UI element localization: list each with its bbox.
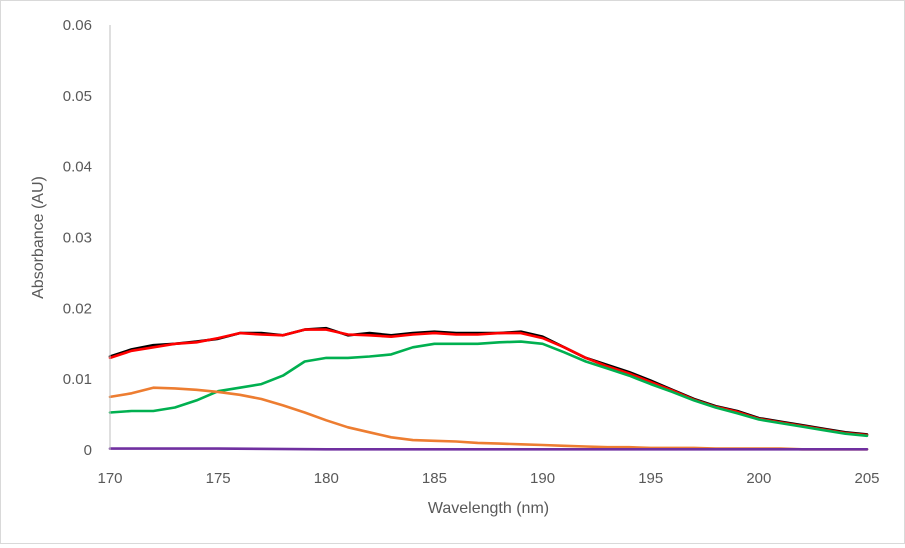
y-tick-label: 0.02 — [63, 300, 92, 317]
x-axis-title: Wavelength (nm) — [428, 500, 549, 517]
series-layer — [108, 326, 869, 451]
y-tick-label: 0.01 — [63, 371, 92, 388]
x-tick-label: 195 — [638, 470, 663, 487]
series-line-2 — [108, 328, 869, 437]
y-tick-label: 0.03 — [63, 230, 92, 247]
series-line-5 — [108, 447, 869, 451]
x-tick-label: 175 — [206, 470, 231, 487]
y-axis-title: Absorbance (AU) — [30, 176, 47, 299]
series-line-3 — [108, 340, 869, 438]
x-tick-label: 200 — [746, 470, 771, 487]
y-tick-layer: 0 0.01 0.02 0.03 0.04 0.05 0.06 — [63, 17, 92, 459]
y-tick-label: 0.06 — [63, 17, 92, 34]
x-tick-label: 170 — [97, 470, 122, 487]
x-tick-label: 205 — [854, 470, 879, 487]
y-tick-label: 0 — [84, 442, 92, 459]
x-tick-label: 190 — [530, 470, 555, 487]
x-tick-label: 180 — [314, 470, 339, 487]
y-tick-label: 0.04 — [63, 159, 92, 176]
x-tick-label: 185 — [422, 470, 447, 487]
x-tick-layer: 170 175 180 185 190 195 200 205 — [97, 470, 879, 487]
y-tick-label: 0.05 — [63, 88, 92, 105]
